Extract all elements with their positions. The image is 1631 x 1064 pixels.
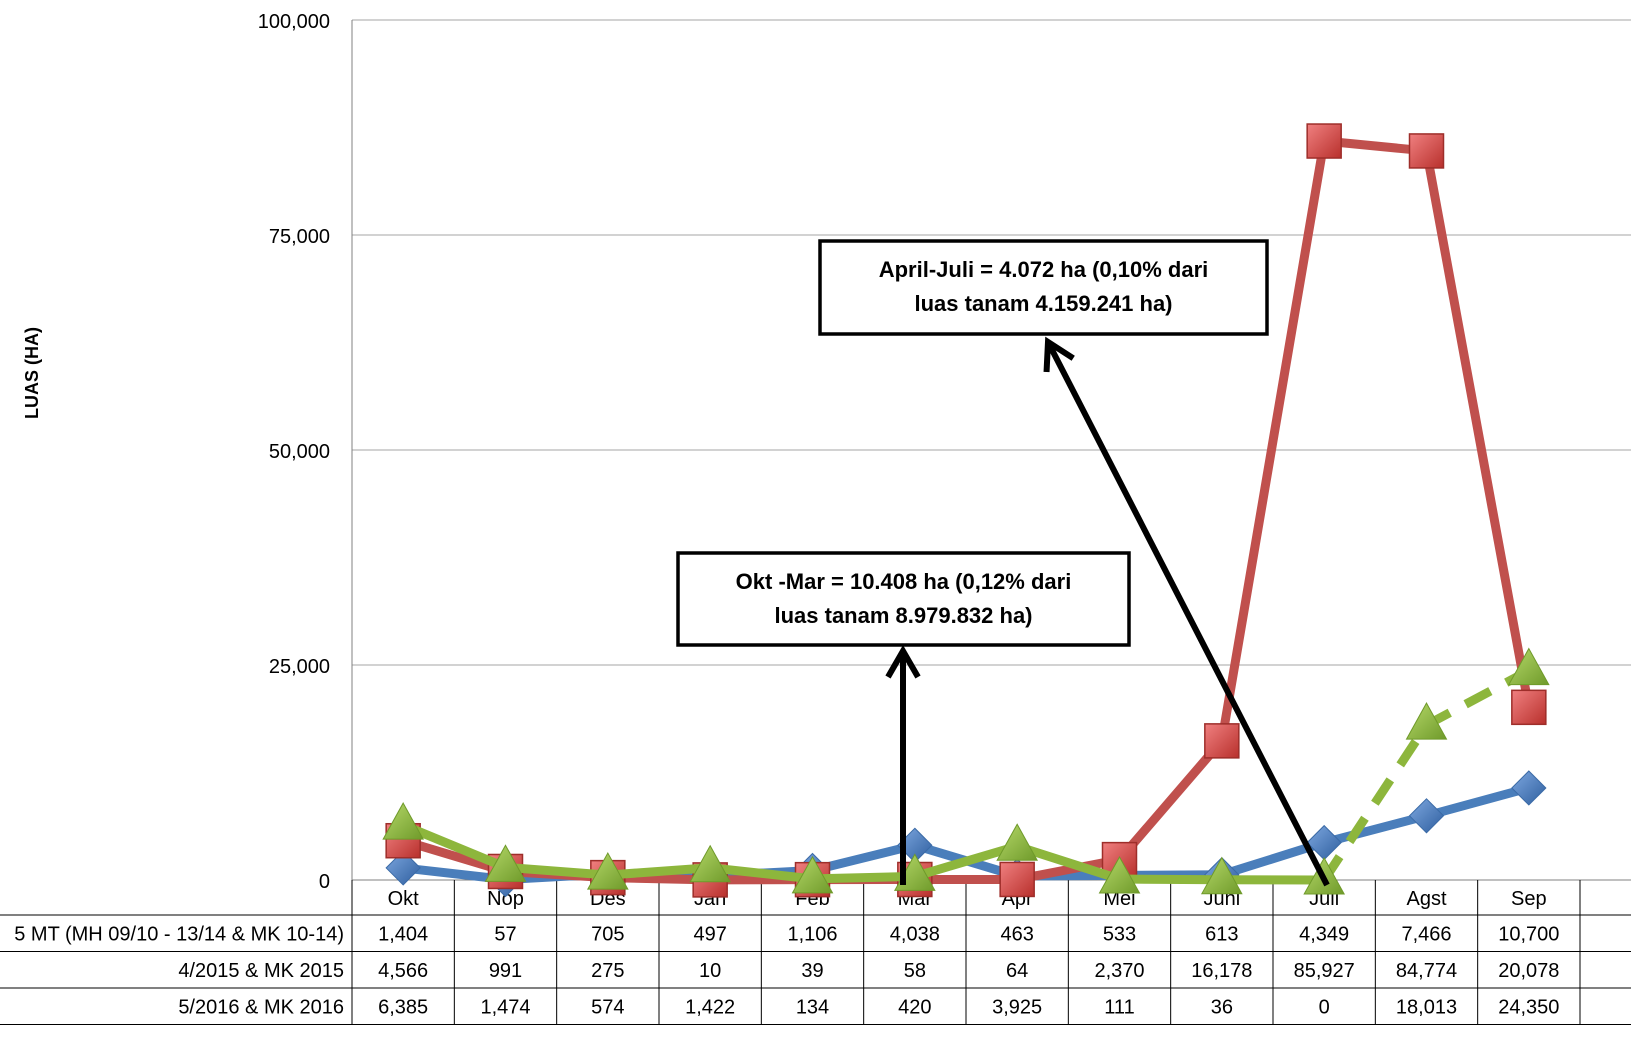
data-point — [1511, 689, 1547, 726]
y-tick-label: 25,000 — [269, 656, 330, 678]
table-cell: 613 — [1205, 923, 1238, 945]
y-tick-label: 50,000 — [269, 441, 330, 463]
grid: 0 25,000 50,000 75,000 100,000 — [258, 11, 1631, 893]
table-cell: 16,178 — [1191, 960, 1252, 982]
series-line — [398, 820, 1329, 885]
data-point — [791, 855, 834, 894]
data-point — [689, 844, 732, 883]
table-row-label: 5/2016 & MK 2016 — [178, 996, 344, 1018]
table-cell: 134 — [796, 996, 829, 1018]
annotation-text: luas tanam 8.979.832 ha) — [774, 603, 1032, 628]
table-cell: 1,474 — [480, 996, 530, 1018]
annotation-arrowhead — [1043, 336, 1075, 373]
table-cell: 39 — [801, 960, 823, 982]
table-cell: 574 — [591, 996, 624, 1018]
table-row-label: 5 MT (MH 09/10 - 13/14 & MK 10-14) — [14, 923, 344, 945]
table-cell: 64 — [1006, 960, 1028, 982]
table-cell: 58 — [904, 960, 926, 982]
table-cell: 57 — [494, 923, 516, 945]
x-category-label: Agst — [1406, 888, 1446, 910]
data-point — [1204, 723, 1240, 759]
data-point — [999, 861, 1035, 898]
y-tick-label: 0 — [319, 871, 330, 893]
table-cell: 497 — [693, 923, 726, 945]
annotation-text: April-Juli = 4.072 ha (0,10% dari — [879, 257, 1209, 282]
table-cell: 0 — [1319, 996, 1330, 1018]
data-point — [1405, 702, 1448, 740]
table-cell: 463 — [1000, 923, 1033, 945]
table-cell: 2,370 — [1094, 960, 1144, 982]
y-tick-label: 75,000 — [269, 226, 330, 248]
table-cell: 4,349 — [1299, 923, 1349, 945]
plot-area — [382, 123, 1550, 898]
y-tick-label: 100,000 — [258, 11, 330, 33]
annotation-text: Okt -Mar = 10.408 ha (0,12% dari — [736, 569, 1072, 594]
table-cell: 991 — [489, 960, 522, 982]
table-cell: 10,700 — [1498, 923, 1559, 945]
table-cell: 4,038 — [890, 923, 940, 945]
data-point — [1408, 133, 1445, 169]
x-category-label: Sep — [1511, 888, 1547, 910]
table-cell: 84,774 — [1396, 960, 1457, 982]
data-point — [586, 852, 629, 890]
y-axis-label: LUAS (HA) — [22, 327, 42, 419]
data-point — [1306, 123, 1342, 159]
table-cell: 1,404 — [378, 923, 428, 945]
x-category-label: Okt — [388, 888, 420, 910]
table-cell: 6,385 — [378, 996, 428, 1018]
data-point — [484, 844, 527, 882]
x-category-label: Nop — [487, 888, 524, 910]
table-cell: 705 — [591, 923, 624, 945]
table-cell: 85,927 — [1294, 960, 1355, 982]
table-cell: 3,925 — [992, 996, 1042, 1018]
annotation-arrowhead — [885, 644, 921, 679]
data-point — [1200, 856, 1243, 895]
table-cell: 275 — [591, 960, 624, 982]
table-cell: 4,566 — [378, 960, 428, 982]
table-row-label: 4/2015 & MK 2015 — [178, 960, 344, 982]
table-cell: 1,106 — [787, 923, 837, 945]
data-point — [382, 802, 425, 840]
annotations: April-Juli = 4.072 ha (0,10% dari luas ta… — [676, 239, 1330, 887]
table-cell: 10 — [699, 960, 721, 982]
series-line-projection — [1320, 666, 1531, 883]
table-cell: 36 — [1211, 996, 1233, 1018]
table-cell: 111 — [1104, 996, 1134, 1018]
table-cell: 24,350 — [1498, 996, 1559, 1018]
data-point — [1511, 770, 1547, 806]
table-cell: 420 — [898, 996, 931, 1018]
data-point — [385, 850, 421, 886]
data-point — [1507, 647, 1550, 686]
table-cell: 20,078 — [1498, 960, 1559, 982]
table-cell: 533 — [1103, 923, 1136, 945]
annotation-box — [818, 239, 1269, 336]
annotation-text: luas tanam 4.159.241 ha) — [914, 291, 1172, 316]
table-cell: 1,422 — [685, 996, 735, 1018]
data-point — [996, 823, 1039, 861]
data-table: Okt Nop Des Jan Feb Mar Apr Mei Juni Juli Agst Sep5… — [0, 880, 1631, 1025]
table-cell: 18,013 — [1396, 996, 1457, 1018]
data-point — [1098, 856, 1141, 894]
annotation-arrow — [1045, 340, 1330, 887]
data-point — [1408, 798, 1445, 834]
table-cell: 7,466 — [1401, 923, 1451, 945]
annotation-box — [676, 551, 1131, 647]
